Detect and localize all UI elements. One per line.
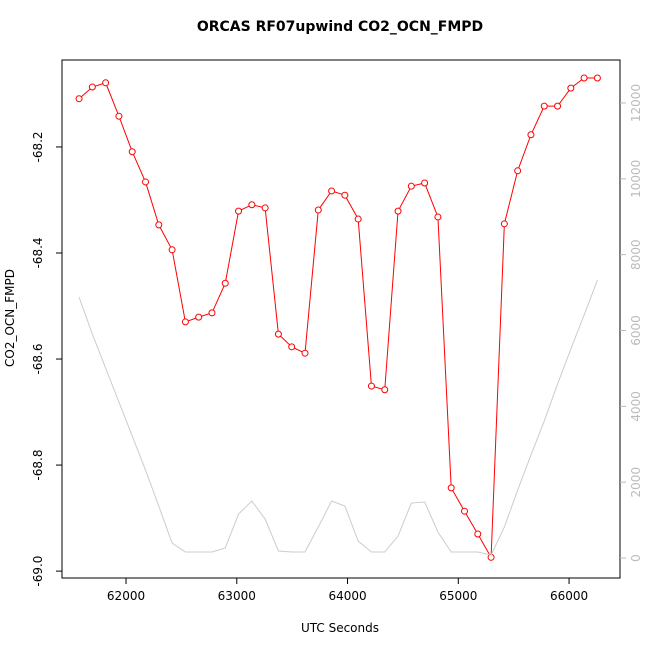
data-point bbox=[274, 330, 282, 338]
data-point bbox=[142, 178, 150, 186]
data-point bbox=[155, 221, 163, 229]
data-point bbox=[447, 484, 455, 492]
data-point bbox=[434, 213, 442, 221]
data-point bbox=[88, 83, 96, 91]
chart-title: ORCAS RF07upwind CO2_OCN_FMPD bbox=[197, 19, 483, 35]
series-line bbox=[78, 279, 598, 556]
data-point bbox=[367, 382, 375, 390]
data-point bbox=[514, 167, 522, 175]
y2-tick-label: 8000 bbox=[629, 239, 643, 270]
data-point bbox=[288, 343, 296, 351]
x-tick-label: 64000 bbox=[328, 589, 366, 603]
data-point bbox=[527, 131, 535, 139]
x-axis-label: UTC Seconds bbox=[301, 621, 379, 635]
data-point bbox=[181, 318, 189, 326]
y-tick-label: -68.8 bbox=[31, 450, 45, 481]
data-point bbox=[314, 206, 322, 214]
data-point bbox=[460, 507, 468, 515]
plot-frame bbox=[61, 59, 621, 579]
data-point bbox=[208, 309, 216, 317]
y-tick-label: -68.4 bbox=[31, 237, 45, 268]
x-tick-label: 65000 bbox=[439, 589, 477, 603]
data-point bbox=[394, 207, 402, 215]
y2-tick-label: 0 bbox=[629, 554, 643, 562]
data-point bbox=[593, 74, 601, 82]
x-tick-label: 66000 bbox=[550, 589, 588, 603]
data-point bbox=[540, 102, 548, 110]
data-point bbox=[474, 530, 482, 538]
data-point bbox=[580, 74, 588, 82]
data-point bbox=[567, 84, 575, 92]
y-axis-label: CO2_OCN_FMPD bbox=[3, 269, 17, 367]
data-point bbox=[168, 246, 176, 254]
data-point bbox=[248, 201, 256, 209]
data-point bbox=[407, 182, 415, 190]
data-point bbox=[421, 179, 429, 187]
data-point bbox=[115, 112, 123, 120]
data-point bbox=[102, 79, 110, 87]
x-tick-label: 62000 bbox=[107, 589, 145, 603]
data-point bbox=[341, 191, 349, 199]
data-point bbox=[354, 215, 362, 223]
data-point bbox=[75, 95, 83, 103]
series-line bbox=[78, 77, 598, 560]
data-point bbox=[221, 279, 229, 287]
y2-tick-label: 2000 bbox=[629, 467, 643, 498]
data-point bbox=[328, 187, 336, 195]
data-point bbox=[500, 220, 508, 228]
data-point bbox=[235, 207, 243, 215]
y2-tick-label: 6000 bbox=[629, 315, 643, 346]
y-tick-label: -68.2 bbox=[31, 131, 45, 162]
y-tick-label: -68.6 bbox=[31, 343, 45, 374]
data-point bbox=[261, 204, 269, 212]
data-point bbox=[301, 349, 309, 357]
data-point bbox=[128, 148, 136, 156]
data-point bbox=[381, 386, 389, 394]
y2-tick-label: 4000 bbox=[629, 391, 643, 422]
x-tick-label: 63000 bbox=[218, 589, 256, 603]
data-point bbox=[554, 102, 562, 110]
y-tick-label: -69.0 bbox=[31, 556, 45, 587]
y2-tick-label: 10000 bbox=[629, 160, 643, 198]
data-point bbox=[195, 313, 203, 321]
y2-tick-label: 12000 bbox=[629, 84, 643, 122]
